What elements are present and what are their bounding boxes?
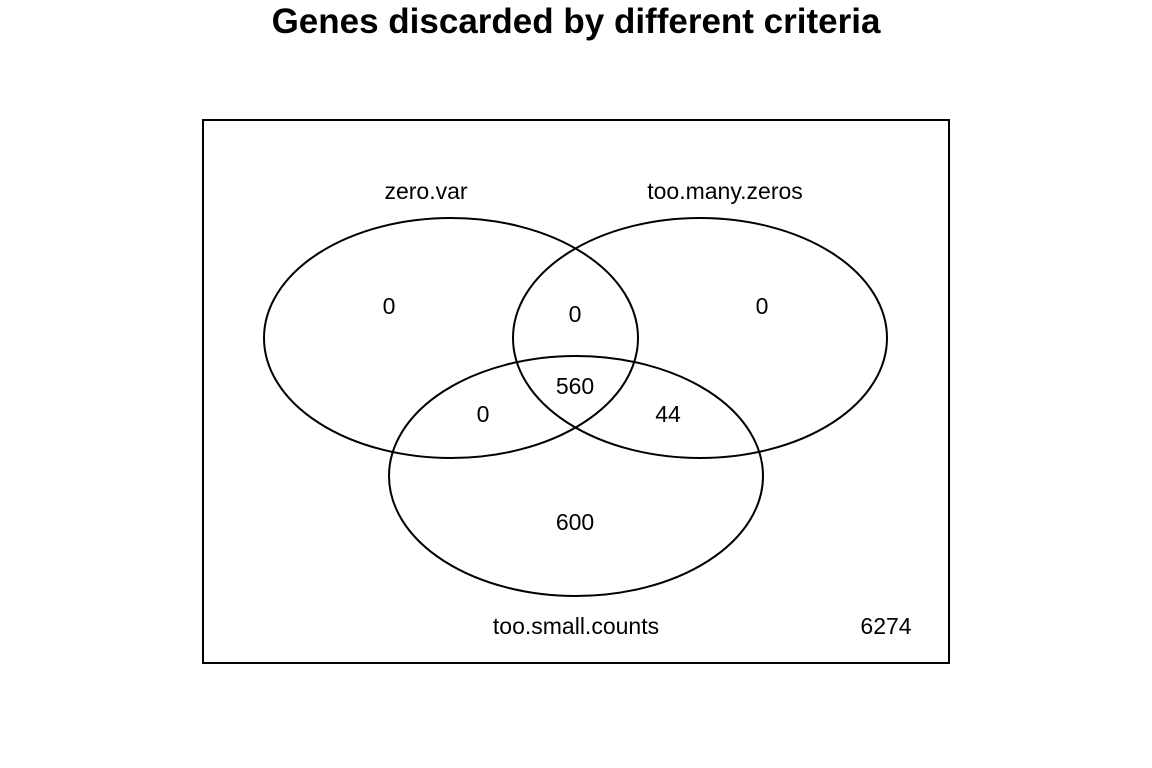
set-too-small-counts-ellipse	[388, 355, 764, 597]
count-zero-var-and-too-small-counts: 0	[477, 401, 490, 427]
count-too-many-zeros-only: 0	[756, 293, 769, 319]
count-zero-var-and-too-many-zeros: 0	[569, 301, 582, 327]
set-too-many-zeros-ellipse	[512, 217, 888, 459]
count-all-three: 560	[556, 373, 594, 399]
universe-frame	[202, 119, 950, 664]
count-zero-var-only: 0	[383, 293, 396, 319]
set-label-too-many-zeros: too.many.zeros	[647, 178, 803, 204]
count-outside-all-sets: 6274	[860, 613, 911, 639]
set-zero-var-ellipse	[263, 217, 639, 459]
count-too-small-counts-only: 600	[556, 509, 594, 535]
set-label-zero-var: zero.var	[384, 178, 467, 204]
count-too-many-zeros-and-too-small-counts: 44	[655, 401, 681, 427]
set-label-too-small-counts: too.small.counts	[493, 613, 659, 639]
diagram-title: Genes discarded by different criteria	[272, 2, 881, 41]
